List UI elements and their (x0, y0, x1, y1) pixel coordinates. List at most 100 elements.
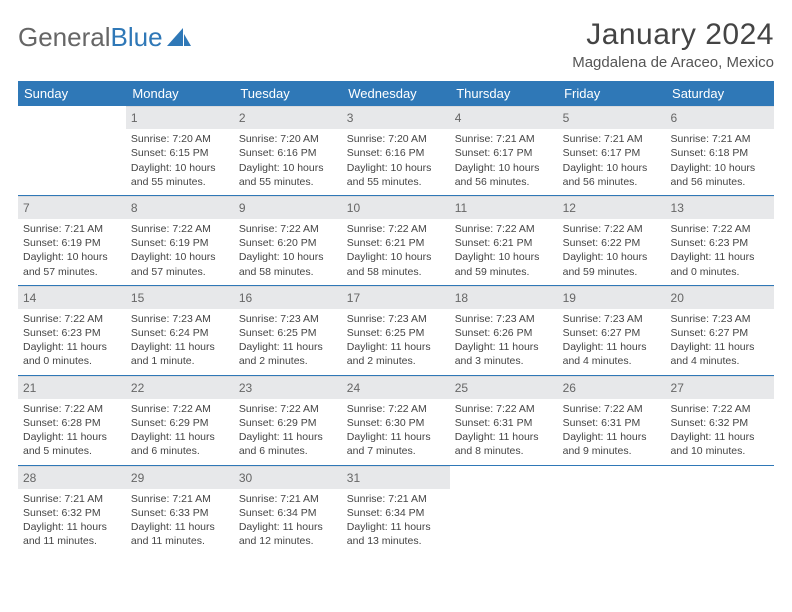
daylight1-text: Daylight: 11 hours (347, 340, 445, 354)
daylight2-text: and 6 minutes. (239, 444, 337, 458)
sunrise-text: Sunrise: 7:21 AM (239, 492, 337, 506)
daylight1-text: Daylight: 11 hours (347, 520, 445, 534)
title-block: January 2024 Magdalena de Araceo, Mexico (572, 18, 774, 71)
daylight2-text: and 0 minutes. (23, 354, 121, 368)
day-details: Sunrise: 7:21 AMSunset: 6:17 PMDaylight:… (562, 132, 662, 189)
day-details: Sunrise: 7:21 AMSunset: 6:19 PMDaylight:… (22, 222, 122, 279)
daylight1-text: Daylight: 10 hours (347, 161, 445, 175)
calendar-day-cell: 21Sunrise: 7:22 AMSunset: 6:28 PMDayligh… (18, 375, 126, 465)
daylight2-text: and 5 minutes. (23, 444, 121, 458)
day-number: 29 (126, 466, 234, 489)
sunrise-text: Sunrise: 7:20 AM (347, 132, 445, 146)
daylight1-text: Daylight: 11 hours (563, 430, 661, 444)
sunset-text: Sunset: 6:19 PM (23, 236, 121, 250)
calendar-day-cell: 13Sunrise: 7:22 AMSunset: 6:23 PMDayligh… (666, 195, 774, 285)
day-details: Sunrise: 7:22 AMSunset: 6:29 PMDaylight:… (130, 402, 230, 459)
day-number: 6 (666, 106, 774, 129)
day-details: Sunrise: 7:23 AMSunset: 6:27 PMDaylight:… (670, 312, 770, 369)
sunrise-text: Sunrise: 7:22 AM (671, 402, 769, 416)
sunrise-text: Sunrise: 7:20 AM (131, 132, 229, 146)
daylight2-text: and 56 minutes. (455, 175, 553, 189)
sunrise-text: Sunrise: 7:23 AM (455, 312, 553, 326)
day-number: 7 (18, 196, 126, 219)
calendar-day-cell: 2Sunrise: 7:20 AMSunset: 6:16 PMDaylight… (234, 106, 342, 195)
day-details: Sunrise: 7:22 AMSunset: 6:30 PMDaylight:… (346, 402, 446, 459)
sunrise-text: Sunrise: 7:21 AM (23, 492, 121, 506)
daylight1-text: Daylight: 11 hours (23, 340, 121, 354)
calendar-day-cell: 20Sunrise: 7:23 AMSunset: 6:27 PMDayligh… (666, 285, 774, 375)
day-details: Sunrise: 7:20 AMSunset: 6:16 PMDaylight:… (238, 132, 338, 189)
sunset-text: Sunset: 6:28 PM (23, 416, 121, 430)
calendar-day-cell: 24 Sunrise: 7:22 AMSunset: 6:30 PMDayligh… (342, 375, 450, 465)
sunset-text: Sunset: 6:31 PM (563, 416, 661, 430)
sunrise-text: Sunrise: 7:22 AM (563, 222, 661, 236)
sunrise-text: Sunrise: 7:22 AM (23, 312, 121, 326)
sunrise-text: Sunrise: 7:22 AM (455, 402, 553, 416)
day-number: 15 (126, 286, 234, 309)
sunset-text: Sunset: 6:21 PM (347, 236, 445, 250)
calendar-week-row: .1Sunrise: 7:20 AMSunset: 6:15 PMDayligh… (18, 106, 774, 195)
day-number: 11 (450, 196, 558, 219)
weekday-header: Saturday (666, 81, 774, 106)
daylight1-text: Daylight: 11 hours (239, 340, 337, 354)
day-number: 1 (126, 106, 234, 129)
daylight2-text: and 55 minutes. (347, 175, 445, 189)
sunset-text: Sunset: 6:19 PM (131, 236, 229, 250)
daylight2-text: and 57 minutes. (131, 265, 229, 279)
daylight2-text: and 57 minutes. (23, 265, 121, 279)
daylight2-text: and 12 minutes. (239, 534, 337, 548)
daylight2-text: and 13 minutes. (347, 534, 445, 548)
day-details: Sunrise: 7:21 AMSunset: 6:18 PMDaylight:… (670, 132, 770, 189)
calendar-day-cell: 5Sunrise: 7:21 AMSunset: 6:17 PMDaylight… (558, 106, 666, 195)
weekday-header: Tuesday (234, 81, 342, 106)
weekday-header: Wednesday (342, 81, 450, 106)
sunrise-text: Sunrise: 7:23 AM (131, 312, 229, 326)
daylight1-text: Daylight: 11 hours (131, 520, 229, 534)
day-details: Sunrise: 7:22 AMSunset: 6:29 PMDaylight:… (238, 402, 338, 459)
daylight1-text: Daylight: 10 hours (131, 250, 229, 264)
day-details: Sunrise: 7:21 AMSunset: 6:17 PMDaylight:… (454, 132, 554, 189)
daylight2-text: and 1 minute. (131, 354, 229, 368)
location-label: Magdalena de Araceo, Mexico (572, 54, 774, 71)
day-details: Sunrise: 7:22 AMSunset: 6:31 PMDaylight:… (454, 402, 554, 459)
sunset-text: Sunset: 6:21 PM (455, 236, 553, 250)
day-details: Sunrise: 7:23 AMSunset: 6:25 PMDaylight:… (238, 312, 338, 369)
sunset-text: Sunset: 6:22 PM (563, 236, 661, 250)
logo-sail-icon (167, 28, 191, 48)
sunset-text: Sunset: 6:18 PM (671, 146, 769, 160)
sunset-text: Sunset: 6:29 PM (131, 416, 229, 430)
sunrise-text: Sunrise: 7:22 AM (131, 222, 229, 236)
calendar-week-row: 7 Sunrise: 7:21 AMSunset: 6:19 PMDaylight… (18, 195, 774, 285)
sunrise-text: Sunrise: 7:22 AM (239, 402, 337, 416)
daylight1-text: Daylight: 11 hours (23, 430, 121, 444)
day-number: 18 (450, 286, 558, 309)
sunrise-text: Sunrise: 7:23 AM (563, 312, 661, 326)
daylight1-text: Daylight: 11 hours (455, 340, 553, 354)
sunset-text: Sunset: 6:23 PM (23, 326, 121, 340)
daylight2-text: and 4 minutes. (563, 354, 661, 368)
daylight1-text: Daylight: 10 hours (23, 250, 121, 264)
day-details: Sunrise: 7:21 AMSunset: 6:32 PMDaylight:… (22, 492, 122, 549)
day-number: 24 (342, 376, 450, 399)
brand-word-2: Blue (111, 22, 163, 53)
daylight1-text: Daylight: 10 hours (131, 161, 229, 175)
sunrise-text: Sunrise: 7:23 AM (239, 312, 337, 326)
daylight2-text: and 9 minutes. (563, 444, 661, 458)
daylight2-text: and 58 minutes. (239, 265, 337, 279)
day-number: 8 (126, 196, 234, 219)
daylight1-text: Daylight: 10 hours (563, 161, 661, 175)
sunset-text: Sunset: 6:16 PM (239, 146, 337, 160)
day-number: 21 (18, 376, 126, 399)
calendar-day-cell: 17Sunrise: 7:23 AMSunset: 6:25 PMDayligh… (342, 285, 450, 375)
day-number: 17 (342, 286, 450, 309)
calendar-day-cell: 26Sunrise: 7:22 AMSunset: 6:31 PMDayligh… (558, 375, 666, 465)
calendar-day-cell: . (450, 465, 558, 554)
weekday-header: Monday (126, 81, 234, 106)
daylight2-text: and 56 minutes. (671, 175, 769, 189)
sunrise-text: Sunrise: 7:22 AM (347, 222, 445, 236)
calendar-table: SundayMondayTuesdayWednesdayThursdayFrid… (18, 81, 774, 554)
sunrise-text: Sunrise: 7:21 AM (455, 132, 553, 146)
sunset-text: Sunset: 6:34 PM (347, 506, 445, 520)
daylight2-text: and 2 minutes. (239, 354, 337, 368)
daylight1-text: Daylight: 10 hours (671, 161, 769, 175)
